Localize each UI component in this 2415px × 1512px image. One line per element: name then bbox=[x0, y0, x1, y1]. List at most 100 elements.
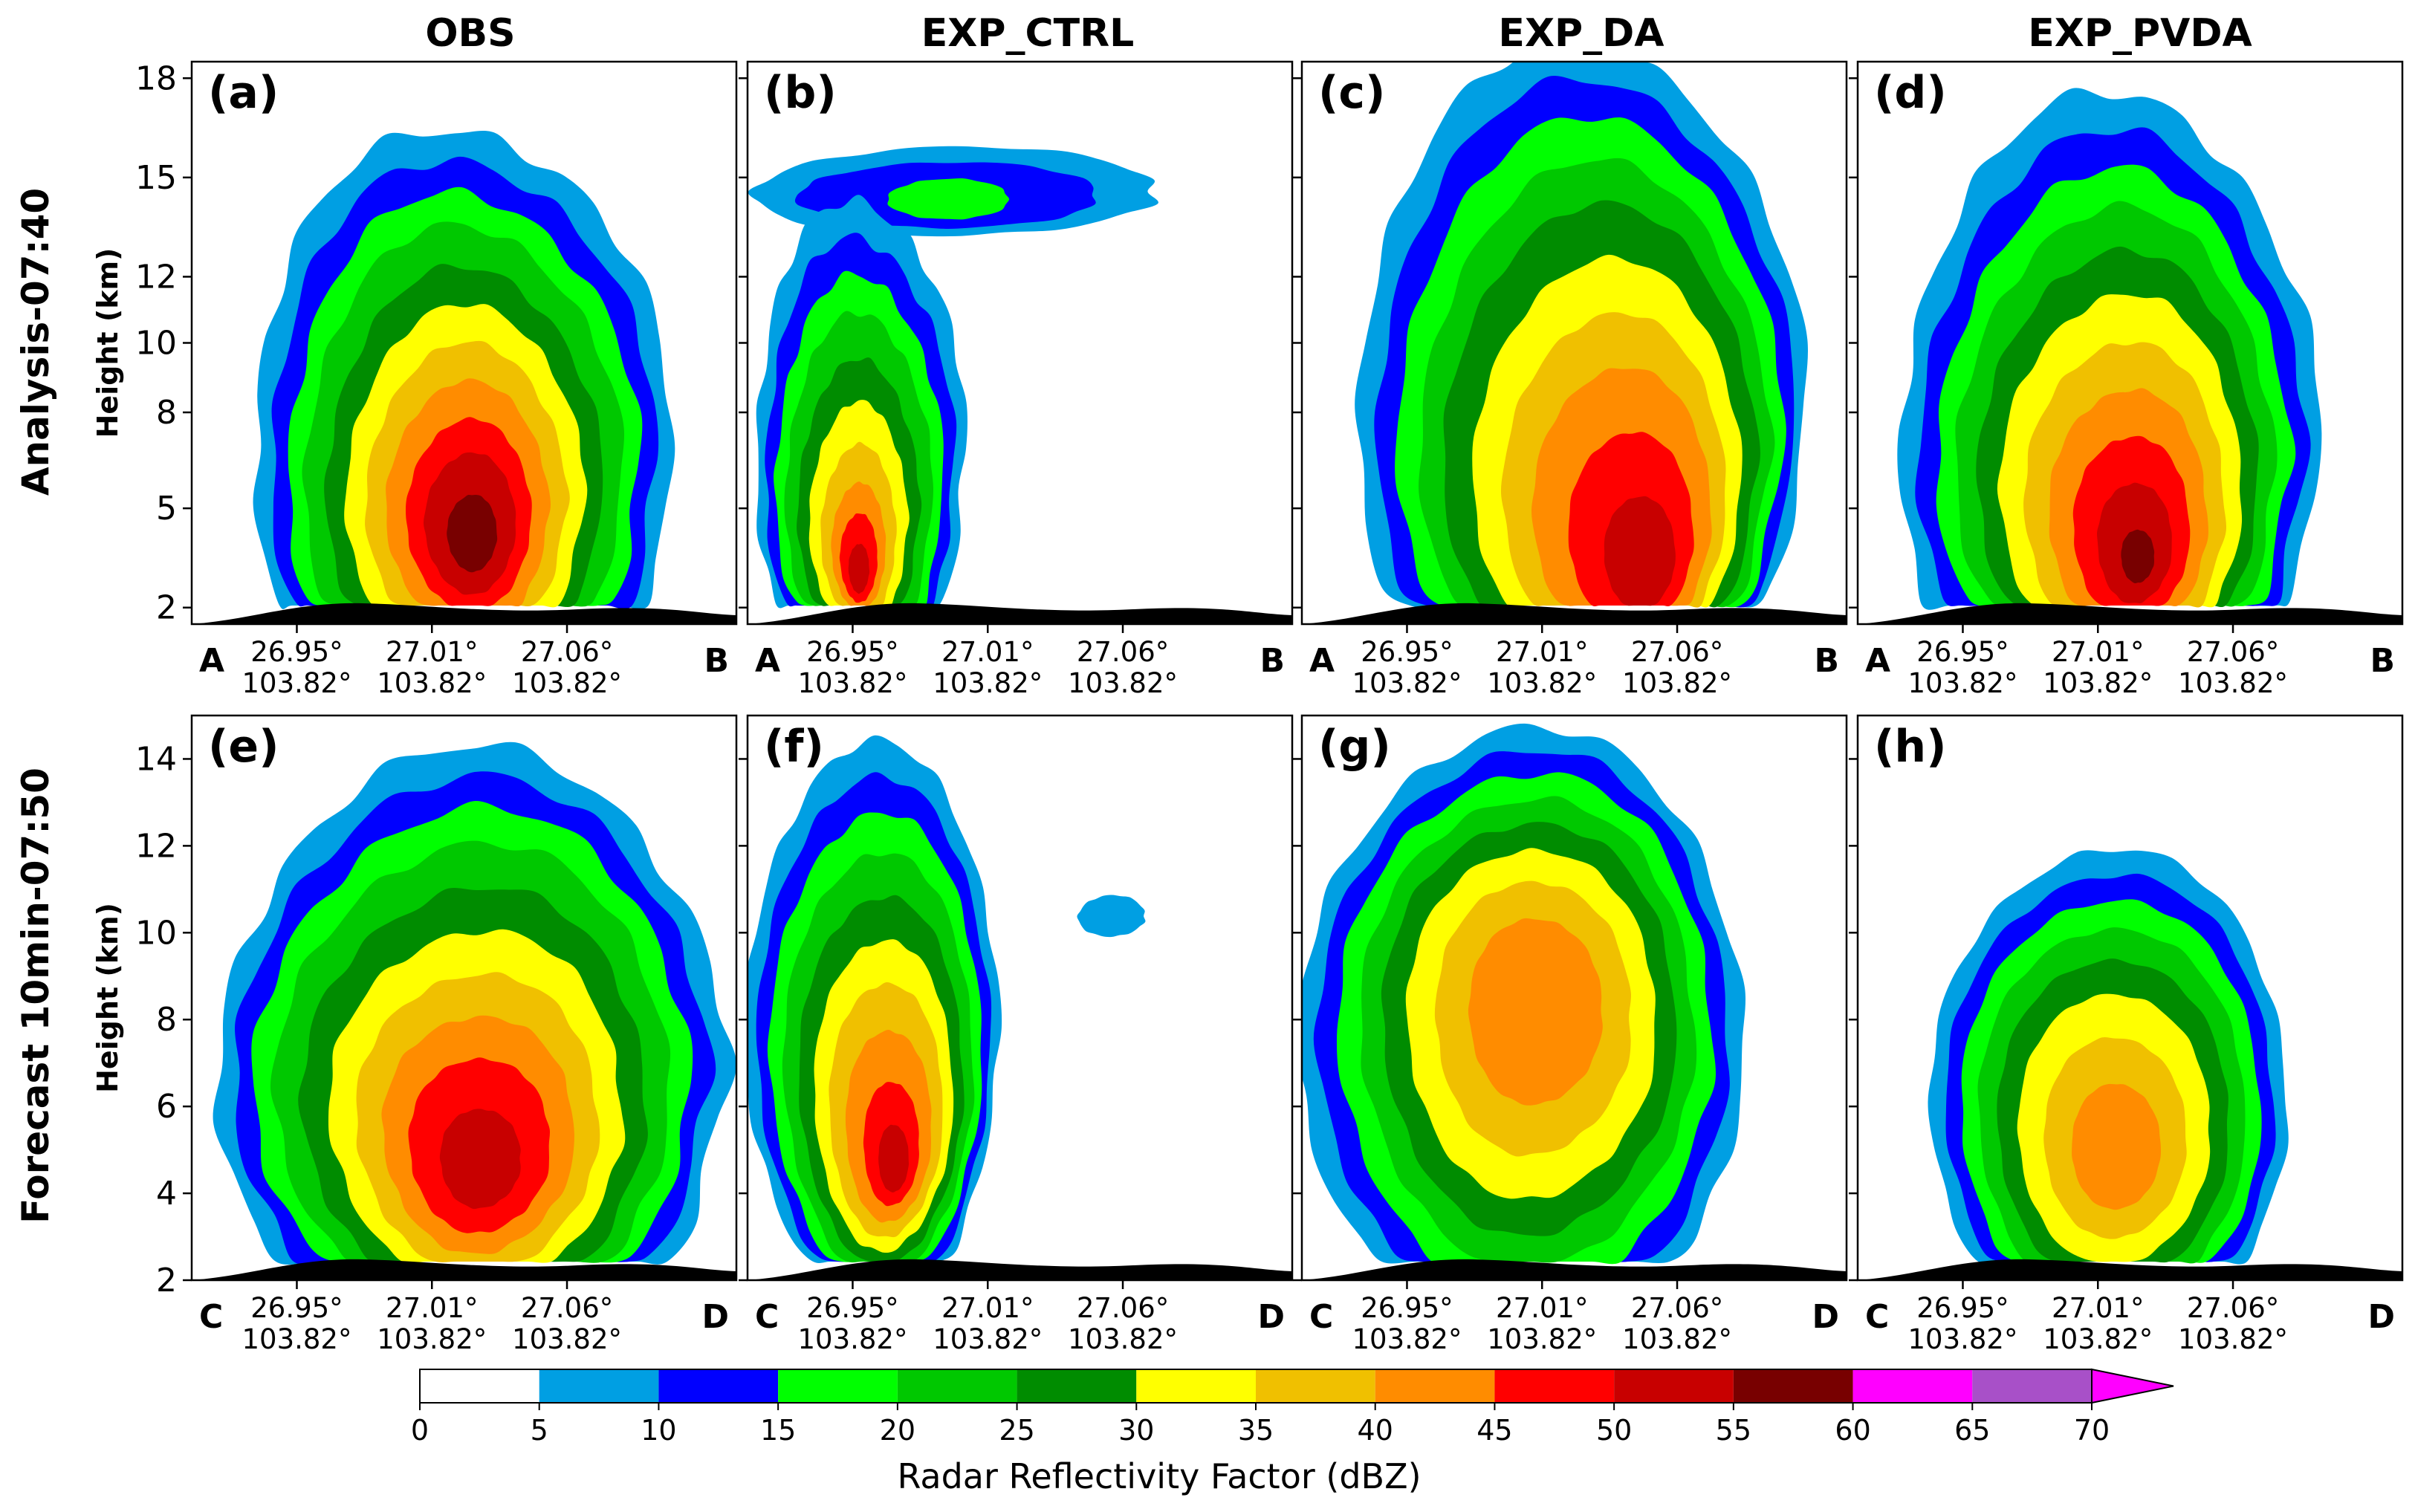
terrain bbox=[1302, 603, 1847, 624]
x-tick-lon: 103.82° bbox=[242, 667, 351, 699]
colorbar-tick-label: 20 bbox=[880, 1414, 915, 1447]
x-tick-lat: 26.95° bbox=[1916, 1292, 2009, 1324]
contour-field bbox=[748, 62, 1292, 624]
x-end-label: B bbox=[1260, 642, 1285, 680]
column-title-exp-ctrl: EXP_CTRL bbox=[921, 11, 1135, 56]
contour-field bbox=[192, 62, 736, 624]
panel-label: (g) bbox=[1318, 721, 1391, 773]
panel-label: (h) bbox=[1874, 721, 1947, 773]
contour-level-10 bbox=[878, 1124, 910, 1193]
contour-level-10 bbox=[1604, 496, 1676, 606]
y-tick-label: 2 bbox=[156, 1262, 177, 1300]
colorbar-bin bbox=[1614, 1369, 1734, 1403]
x-end-label: B bbox=[1814, 642, 1839, 680]
colorbar-tick-label: 35 bbox=[1238, 1414, 1274, 1447]
colorbar-bin bbox=[897, 1369, 1017, 1403]
x-start-label: C bbox=[199, 1298, 223, 1336]
x-tick-lon: 103.82° bbox=[512, 667, 622, 699]
x-tick-lat: 27.06° bbox=[521, 636, 613, 668]
y-tick-label: 6 bbox=[156, 1088, 177, 1126]
x-tick-lat: 26.95° bbox=[250, 636, 343, 668]
panel-label: (f) bbox=[764, 721, 824, 773]
contour-field bbox=[192, 716, 736, 1280]
y-tick-label: 8 bbox=[156, 1001, 177, 1039]
x-tick-lat: 27.06° bbox=[2187, 636, 2279, 668]
terrain bbox=[1302, 1259, 1847, 1280]
colorbar-bin bbox=[1256, 1369, 1375, 1403]
terrain bbox=[748, 603, 1292, 624]
terrain bbox=[1858, 603, 2402, 624]
y-axis-label: Height (km) bbox=[91, 248, 124, 438]
x-tick-lat: 26.95° bbox=[1361, 1292, 1453, 1324]
x-start-label: C bbox=[1865, 1298, 1889, 1336]
colorbar-tick-label: 65 bbox=[1954, 1414, 1990, 1447]
x-tick-lon: 103.82° bbox=[1487, 1323, 1597, 1355]
column-title-exp-pvda: EXP_PVDA bbox=[2028, 11, 2252, 56]
row-title-forecast: Forecast 10min-07:50 bbox=[14, 768, 57, 1224]
panel-frame bbox=[1300, 714, 1848, 1282]
y-tick-label: 2 bbox=[156, 589, 177, 627]
x-tick-lat: 27.06° bbox=[2187, 1292, 2279, 1324]
panel-label: (b) bbox=[764, 67, 837, 119]
panel-h: (h)26.95°103.82°27.01°103.82°27.06°103.8… bbox=[1849, 714, 2404, 1355]
x-tick-lon: 103.82° bbox=[377, 1323, 487, 1355]
colorbar-tick-label: 50 bbox=[1596, 1414, 1632, 1447]
panel-label: (d) bbox=[1874, 67, 1947, 119]
contour-field bbox=[748, 716, 1292, 1280]
panel-f: (f)26.95°103.82°27.01°103.82°27.06°103.8… bbox=[739, 714, 1294, 1355]
colorbar-bin bbox=[1494, 1369, 1615, 1403]
terrain bbox=[192, 603, 736, 624]
colorbar-tick-label: 45 bbox=[1476, 1414, 1512, 1447]
row-titles: Analysis-07:40 Forecast 10min-07:50 bbox=[14, 188, 57, 1224]
contour-field bbox=[1302, 62, 1847, 624]
x-tick-lat: 26.95° bbox=[806, 636, 898, 668]
colorbar-tick-label: 15 bbox=[760, 1414, 796, 1447]
colorbar-tick-label: 70 bbox=[2074, 1414, 2110, 1447]
colorbar-bin bbox=[1852, 1369, 1973, 1403]
x-tick-lat: 26.95° bbox=[250, 1292, 343, 1324]
x-tick-lon: 103.82° bbox=[2178, 1323, 2288, 1355]
x-tick-lon: 103.82° bbox=[1907, 1323, 2017, 1355]
x-tick-lat: 27.01° bbox=[1496, 636, 1588, 668]
x-tick-lon: 103.82° bbox=[1622, 1323, 1732, 1355]
colorbar-tick-label: 25 bbox=[999, 1414, 1034, 1447]
x-tick-lat: 27.01° bbox=[941, 1292, 1034, 1324]
colorbar-bin bbox=[658, 1369, 779, 1403]
contour-level-8 bbox=[2072, 1083, 2162, 1210]
contour-field bbox=[1858, 716, 2402, 1280]
colorbar-tick-label: 10 bbox=[641, 1414, 676, 1447]
x-tick-lon: 103.82° bbox=[377, 667, 487, 699]
x-tick-lon: 103.82° bbox=[933, 667, 1043, 699]
colorbar-bin bbox=[1375, 1369, 1495, 1403]
contour-isolated-cell bbox=[887, 178, 1010, 220]
x-tick-lon: 103.82° bbox=[797, 667, 907, 699]
colorbar-tick-label: 40 bbox=[1358, 1414, 1393, 1447]
colorbar-bin bbox=[1972, 1369, 2092, 1403]
colorbar-bin bbox=[420, 1369, 539, 1403]
panel-frame bbox=[1856, 714, 2404, 1282]
terrain bbox=[748, 1259, 1292, 1280]
panel-d: (d)26.95°103.82°27.01°103.82°27.06°103.8… bbox=[1849, 60, 2404, 699]
x-tick-lon: 103.82° bbox=[1068, 1323, 1178, 1355]
x-end-label: D bbox=[1812, 1298, 1839, 1336]
x-end-label: D bbox=[2367, 1298, 2395, 1336]
x-tick-lat: 26.95° bbox=[806, 1292, 898, 1324]
contour-field bbox=[1858, 62, 2402, 624]
panel-frame bbox=[746, 714, 1294, 1282]
terrain bbox=[192, 1259, 736, 1280]
x-start-label: C bbox=[1309, 1298, 1333, 1336]
x-start-label: A bbox=[1309, 642, 1335, 680]
panel-frame bbox=[190, 714, 738, 1282]
x-tick-lon: 103.82° bbox=[2043, 1323, 2153, 1355]
x-tick-lon: 103.82° bbox=[242, 1323, 351, 1355]
x-tick-lon: 103.82° bbox=[1352, 667, 1462, 699]
contour-isolated-cell bbox=[1077, 895, 1146, 938]
contour-level-8 bbox=[1468, 918, 1603, 1106]
x-tick-lat: 26.95° bbox=[1361, 636, 1453, 668]
colorbar-tick-label: 60 bbox=[1835, 1414, 1870, 1447]
contour-level-11 bbox=[447, 494, 498, 573]
contour-field bbox=[1302, 716, 1847, 1280]
